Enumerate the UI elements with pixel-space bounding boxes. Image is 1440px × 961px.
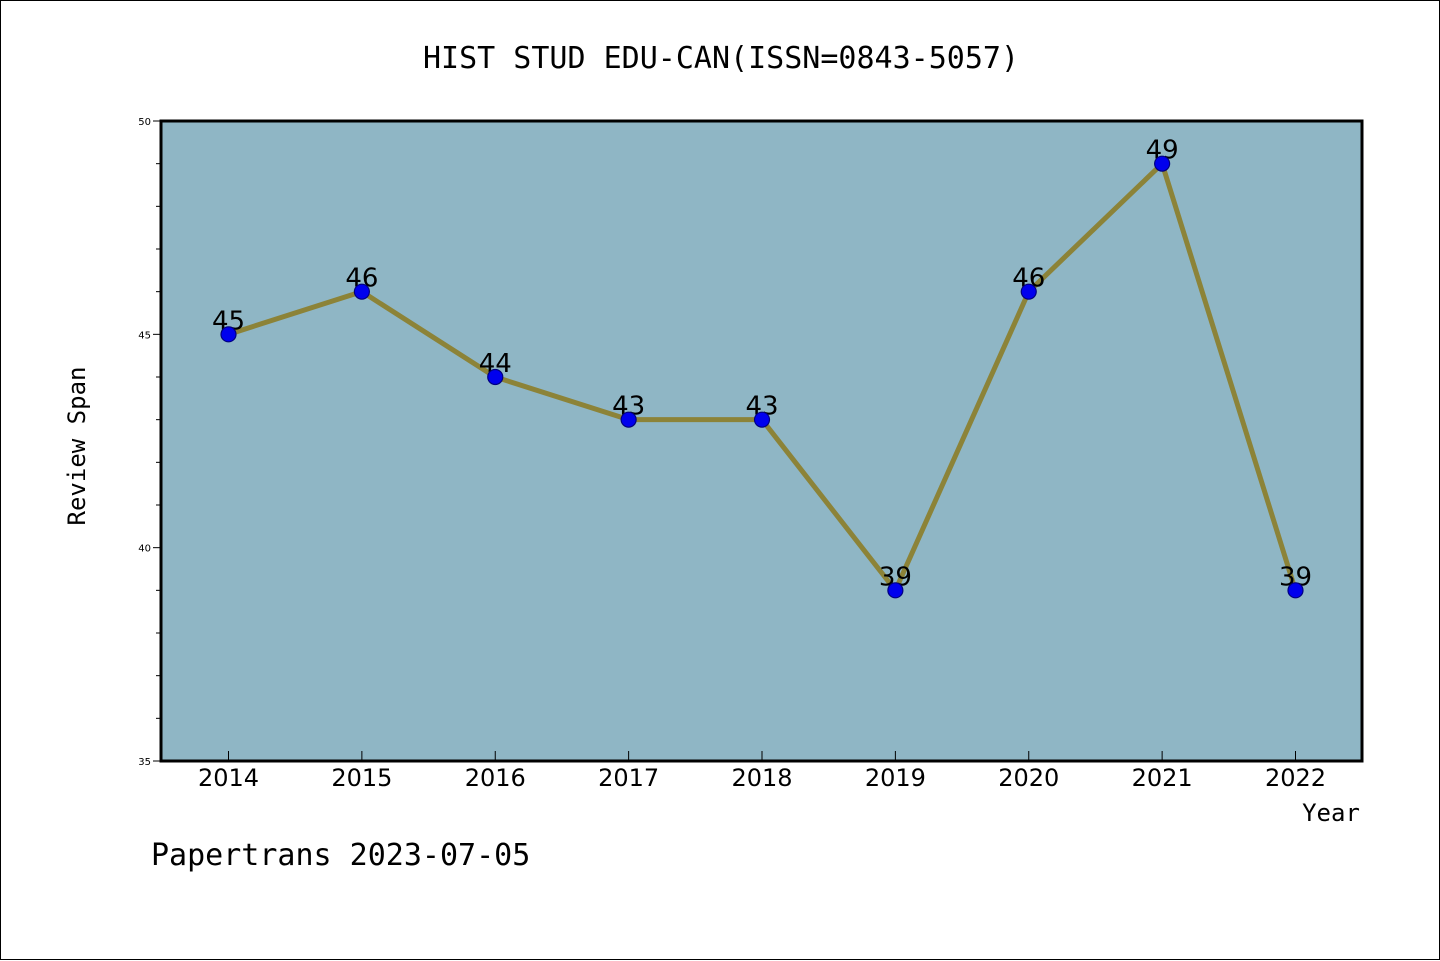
- data-point: [1020, 283, 1037, 300]
- x-tick-label: 2021: [1132, 764, 1193, 792]
- data-point: [753, 411, 771, 428]
- x-tick-label: 2022: [1265, 764, 1326, 792]
- x-tick-label: 2019: [865, 764, 926, 792]
- x-tick-label: 2017: [598, 764, 659, 792]
- x-axis-title: Year: [1302, 799, 1360, 827]
- data-point: [620, 411, 637, 428]
- data-point: [487, 368, 504, 386]
- y-axis-ticks: 35 40 45 50: [138, 117, 161, 768]
- chart-title: HIST STUD EDU-CAN(ISSN=0843-5057): [423, 41, 1019, 76]
- x-tick-label: 2015: [331, 764, 392, 792]
- data-point: [353, 283, 370, 300]
- y-tick-label: 45: [138, 330, 151, 341]
- y-tick-label: 40: [138, 544, 151, 555]
- data-markers: [220, 155, 1304, 599]
- x-tick-label: 2016: [465, 764, 526, 792]
- y-tick-label: 35: [138, 757, 151, 768]
- data-point: [887, 582, 904, 599]
- data-point: [220, 326, 237, 343]
- footer-text: Papertrans 2023-07-05: [151, 838, 530, 873]
- data-point: [1287, 582, 1304, 599]
- y-tick-label: 50: [138, 117, 151, 128]
- x-axis-ticks: 2014 2015 2016 2017 2018 2019 2020 2021 2022: [198, 751, 1326, 792]
- x-tick-label: 2020: [998, 764, 1059, 792]
- x-tick-label: 2018: [731, 764, 792, 792]
- data-point: [1154, 155, 1171, 172]
- plot-area: [159, 119, 1364, 763]
- y-axis-title: Review Span: [63, 367, 91, 526]
- x-tick-label: 2014: [198, 764, 259, 792]
